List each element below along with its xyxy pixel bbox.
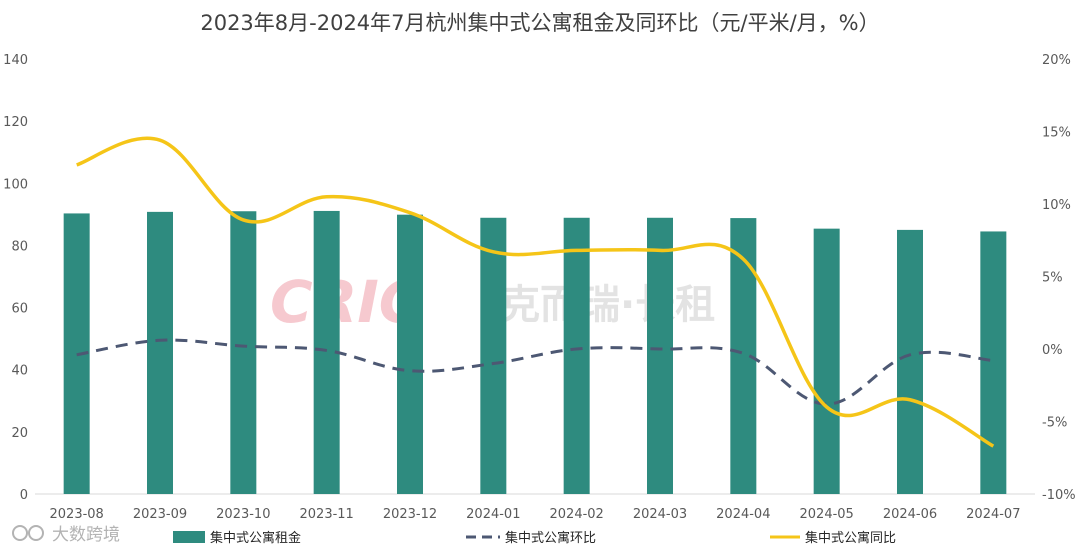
bar: [230, 211, 257, 494]
y-right-tick-label: 0%: [1042, 343, 1063, 358]
y-left-tick-label: 20: [11, 426, 28, 441]
bar-series: [63, 210, 1007, 495]
y-right-tick-label: -10%: [1042, 488, 1076, 503]
bar: [897, 229, 923, 494]
bar: [397, 214, 423, 495]
x-tick-label: 2024-04: [716, 507, 770, 522]
line-mom: [76, 338, 994, 406]
x-axis: 2023-08 2023-09 2023-10 2023-11 2023-12 2024-…: [50, 507, 1021, 522]
y-left-tick-label: 80: [11, 239, 28, 254]
x-tick-label: 2023-12: [383, 507, 437, 522]
watermark-logo: CRIC: [270, 268, 421, 336]
y-right-tick-label: 20%: [1042, 53, 1071, 68]
y-right-tick-label: 15%: [1042, 126, 1071, 141]
x-tick-label: 2024-02: [550, 507, 604, 522]
y-left-tick-label: 140: [3, 53, 28, 68]
bar: [980, 231, 1007, 495]
x-tick-label: 2023-11: [300, 507, 354, 522]
y-right-tick-label: -5%: [1042, 416, 1067, 431]
source-text: 大数跨境: [52, 525, 120, 545]
x-tick-label: 2024-07: [966, 507, 1020, 522]
y-axis-left: 0 20 40 60 80 100 120 140: [3, 53, 28, 503]
x-tick-label: 2024-05: [800, 507, 854, 522]
watermark: CRIC 克而瑞·长租: [270, 268, 715, 336]
y-right-tick-label: 5%: [1042, 271, 1063, 286]
bar: [647, 217, 673, 494]
x-tick-label: 2024-03: [633, 507, 687, 522]
chart-title: 2023年8月-2024年7月杭州集中式公寓租金及同环比（元/平米/月，%）: [200, 11, 879, 35]
x-tick-label: 2023-08: [50, 507, 104, 522]
y-left-tick-label: 0: [20, 488, 28, 503]
legend-label-mom: 集中式公寓环比: [505, 530, 596, 546]
x-tick-label: 2024-01: [466, 507, 520, 522]
legend-swatch-bar: [173, 531, 205, 543]
line-yoy: [76, 136, 995, 448]
y-left-tick-label: 40: [11, 364, 28, 379]
source-mark: 大数跨境: [12, 525, 120, 545]
y-right-tick-label: 10%: [1042, 198, 1071, 213]
x-tick-label: 2023-10: [216, 507, 270, 522]
watermark-text: 克而瑞·长租: [500, 282, 715, 328]
legend-item-yoy[interactable]: 集中式公寓同比: [770, 530, 896, 546]
x-tick-label: 2024-06: [883, 507, 937, 522]
y-left-tick-label: 120: [3, 115, 28, 130]
line-series: [76, 136, 995, 448]
bar: [147, 211, 173, 494]
legend-item-mom[interactable]: 集中式公寓环比: [466, 530, 596, 546]
bar: [480, 217, 507, 494]
bar: [563, 217, 590, 494]
y-left-tick-label: 100: [3, 177, 28, 192]
legend-item-rent[interactable]: 集中式公寓租金: [173, 530, 301, 546]
x-tick-label: 2023-09: [133, 507, 187, 522]
legend: 集中式公寓租金 集中式公寓环比 集中式公寓同比: [173, 530, 896, 546]
legend-label-rent: 集中式公寓租金: [210, 530, 301, 546]
source-logo-icon: [12, 525, 44, 541]
legend-label-yoy: 集中式公寓同比: [805, 530, 896, 546]
y-left-tick-label: 60: [11, 302, 28, 317]
y-axis-right: -10% -5% 0% 5% 10% 15% 20%: [1042, 53, 1076, 503]
bar: [813, 228, 840, 494]
